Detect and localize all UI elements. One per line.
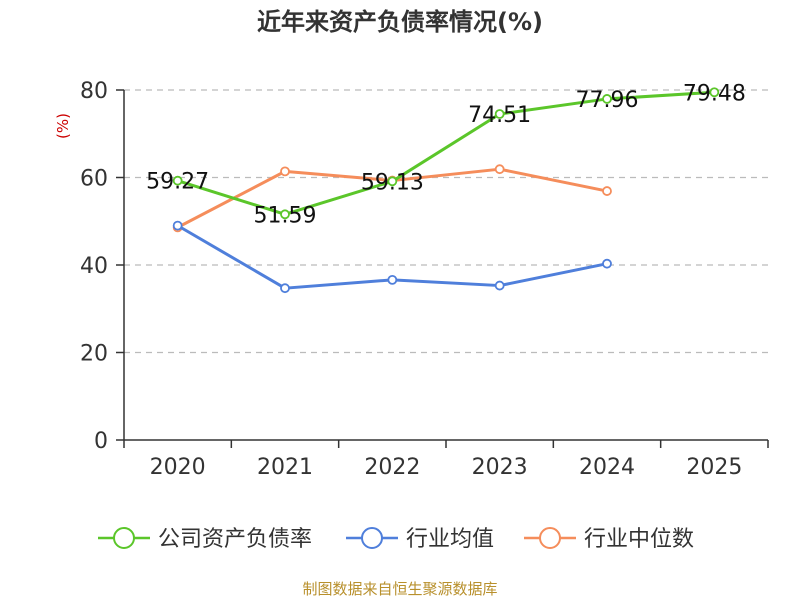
legend-circle-icon [113, 527, 135, 549]
legend-item: 行业中位数 [524, 527, 694, 552]
x-tick-label: 2023 [472, 455, 528, 480]
grid-lines [124, 89, 768, 354]
data-point [172, 175, 183, 186]
data-point [602, 94, 612, 104]
data-point [172, 220, 183, 231]
series-line [176, 90, 716, 216]
data-point [494, 280, 505, 291]
data-label: 79.48 [683, 81, 746, 106]
y-tick-label: 60 [80, 167, 108, 192]
y-tick-label: 40 [80, 254, 108, 279]
data-point [387, 176, 398, 187]
chart-title: 近年来资产负债率情况(%) [257, 8, 543, 36]
data-point [280, 166, 290, 177]
data-labels: 59.27 51.59 59.13 74.51 77.96 79.48 [146, 81, 746, 228]
legend-label: 行业均值 [406, 527, 494, 552]
x-tick-label: 2021 [257, 455, 313, 480]
data-point [387, 274, 398, 285]
legend-circle-icon [361, 527, 383, 549]
data-point [709, 87, 720, 98]
data-point [602, 258, 612, 269]
legend-label: 行业中位数 [584, 527, 694, 552]
data-label: 74.51 [468, 103, 531, 128]
x-tick-label: 2022 [364, 455, 420, 480]
y-tick-label: 20 [80, 342, 108, 367]
data-label: 51.59 [254, 203, 317, 228]
data-point [280, 209, 290, 220]
legend-item: 行业均值 [346, 527, 494, 552]
data-point [494, 109, 505, 119]
data-point [602, 186, 612, 196]
legend-circle-icon [539, 527, 561, 549]
source-note: 制图数据来自恒生聚源数据库 [302, 580, 498, 598]
data-point [494, 164, 505, 175]
axes: 0 20 40 60 80 2020 2021 2022 2023 2024 2025 (%) [54, 79, 769, 480]
series-lines [172, 87, 720, 294]
y-axis-label: (%) [54, 113, 72, 139]
legend-label: 公司资产负债率 [158, 527, 312, 552]
x-tick-label: 2024 [579, 455, 635, 480]
legend-item: 公司资产负债率 [98, 527, 312, 552]
x-tick-label: 2020 [150, 455, 206, 480]
data-label: 59.13 [361, 170, 424, 195]
x-tick-label: 2025 [686, 455, 742, 480]
y-tick-label: 0 [94, 429, 108, 454]
legend: 公司资产负债率 行业均值 行业中位数 [98, 527, 694, 552]
data-point [280, 283, 290, 294]
data-label: 77.96 [576, 88, 639, 113]
data-label: 59.27 [146, 170, 209, 195]
y-tick-label: 80 [80, 79, 108, 104]
